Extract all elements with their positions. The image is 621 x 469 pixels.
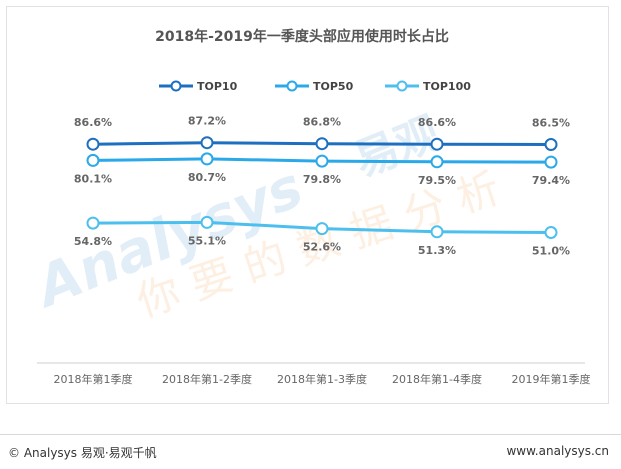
data-label-top100-1: 55.1%	[188, 234, 226, 247]
footer-copyright: © Analysys 易观·易观千帆	[8, 446, 157, 460]
x-tick-label-0: 2018年第1季度	[54, 372, 133, 386]
data-label-top100-2: 52.6%	[303, 241, 341, 254]
data-point-top100-4	[544, 226, 558, 239]
data-point-top50-3	[430, 155, 444, 169]
data-label-top10-3: 86.6%	[418, 116, 456, 129]
data-point-top100-2	[315, 222, 329, 236]
series-top50: 80.1% 80.7% 79.8% 79.5% 79.4%	[74, 152, 570, 187]
data-point-top10-1	[200, 136, 214, 150]
legend-item-top100: TOP100	[385, 80, 471, 93]
data-label-top10-0: 86.6%	[74, 116, 112, 129]
data-label-top10-2: 86.8%	[303, 116, 341, 129]
chart-title: 2018年-2019年一季度头部应用使用时长占比	[155, 28, 449, 45]
chart-legend: TOP10 TOP50 TOP100	[159, 80, 471, 93]
data-point-top10-2	[315, 137, 329, 151]
footer-divider	[0, 434, 621, 435]
line-chart: Analysys 易观 你要的数据分析 2018年-2019年一季度头部应用使用…	[24, 28, 591, 386]
x-axis-ticks: 2018年第1季度 2018年第1-2季度 2018年第1-3季度 2018年第1-4…	[54, 372, 591, 386]
data-label-top100-4: 51.0%	[532, 245, 570, 258]
data-point-top10-3	[430, 137, 444, 151]
data-label-top100-3: 51.3%	[418, 244, 456, 257]
data-label-top50-0: 80.1%	[74, 172, 112, 185]
x-tick-label-3: 2018年第1-4季度	[392, 372, 482, 386]
data-point-top100-0	[86, 216, 100, 230]
legend-item-top10: TOP10	[159, 80, 238, 93]
data-point-top50-4	[544, 155, 558, 169]
series-top100: 54.8% 55.1% 52.6% 51.3% 51.0%	[74, 215, 570, 258]
watermark: Analysys 易观 你要的数据分析	[24, 107, 519, 327]
x-tick-label-1: 2018年第1-2季度	[162, 372, 252, 386]
legend-item-top50: TOP50	[275, 80, 354, 93]
series-layer: 86.6% 87.2% 86.8% 86.6% 86.5% 80.1% 80.7% 79.8%…	[74, 115, 570, 258]
x-tick-label-2: 2018年第1-3季度	[277, 372, 367, 386]
x-tick-label-4: 2019年第1季度	[512, 372, 591, 386]
data-label-top10-4: 86.5%	[532, 117, 570, 130]
data-point-top10-0	[86, 137, 100, 151]
data-point-top10-4	[544, 138, 558, 151]
data-point-top100-1	[200, 215, 214, 229]
data-label-top50-2: 79.8%	[303, 173, 341, 186]
legend-label-top100: TOP100	[423, 80, 471, 93]
data-point-top50-1	[200, 152, 214, 166]
chart-frame: Analysys 易观 你要的数据分析 2018年-2019年一季度头部应用使用…	[6, 6, 609, 404]
data-label-top50-3: 79.5%	[418, 174, 456, 187]
legend-label-top10: TOP10	[197, 80, 238, 93]
data-label-top100-0: 54.8%	[74, 235, 112, 248]
data-label-top50-4: 79.4%	[532, 174, 570, 187]
data-label-top10-1: 87.2%	[188, 115, 226, 128]
footer-website: www.analysys.cn	[506, 444, 609, 458]
data-point-top50-0	[86, 153, 100, 167]
data-label-top50-1: 80.7%	[188, 171, 226, 184]
legend-label-top50: TOP50	[313, 80, 354, 93]
series-top10: 86.6% 87.2% 86.8% 86.6% 86.5%	[74, 115, 570, 151]
data-point-top50-2	[315, 154, 329, 168]
data-point-top100-3	[430, 225, 444, 239]
